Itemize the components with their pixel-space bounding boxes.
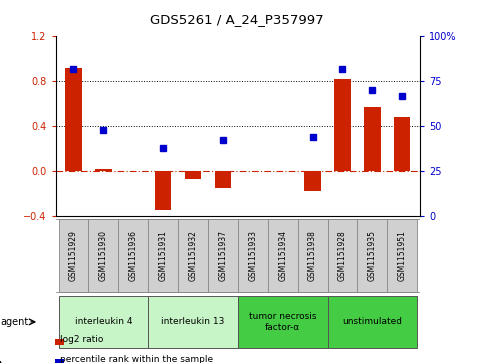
Text: GSM1151935: GSM1151935: [368, 230, 377, 281]
Bar: [65, 68, 82, 171]
Bar: [88, 219, 118, 291]
Text: GSM1151934: GSM1151934: [278, 230, 287, 281]
Text: agent: agent: [0, 317, 28, 327]
Text: unstimulated: unstimulated: [342, 317, 402, 326]
Text: interleukin 4: interleukin 4: [74, 317, 132, 326]
Bar: [357, 219, 387, 291]
Text: interleukin 13: interleukin 13: [161, 317, 225, 326]
Text: GSM1151938: GSM1151938: [308, 230, 317, 281]
Bar: [148, 219, 178, 291]
Text: GSM1151936: GSM1151936: [129, 230, 138, 281]
Bar: [387, 219, 417, 291]
Bar: [95, 169, 112, 171]
Bar: [185, 171, 201, 179]
Bar: [148, 296, 238, 348]
Text: percentile rank within the sample: percentile rank within the sample: [60, 355, 213, 363]
Bar: [298, 219, 327, 291]
Text: tumor necrosis
factor-α: tumor necrosis factor-α: [249, 312, 316, 331]
Bar: [364, 107, 381, 171]
Bar: [327, 219, 357, 291]
Bar: [208, 219, 238, 291]
Text: GSM1151937: GSM1151937: [218, 230, 227, 281]
Bar: [304, 171, 321, 191]
Bar: [268, 219, 298, 291]
Bar: [215, 171, 231, 188]
Bar: [58, 219, 88, 291]
Text: GSM1151931: GSM1151931: [158, 230, 168, 281]
Text: GSM1151930: GSM1151930: [99, 230, 108, 281]
Text: GDS5261 / A_24_P357997: GDS5261 / A_24_P357997: [150, 13, 324, 26]
Text: GSM1151932: GSM1151932: [188, 230, 198, 281]
Text: GSM1151933: GSM1151933: [248, 230, 257, 281]
Bar: [58, 296, 148, 348]
Text: GSM1151928: GSM1151928: [338, 230, 347, 281]
Bar: [334, 79, 351, 171]
Bar: [178, 219, 208, 291]
Bar: [327, 296, 417, 348]
Bar: [238, 219, 268, 291]
Text: log2 ratio: log2 ratio: [60, 335, 104, 343]
Bar: [394, 117, 411, 171]
Text: GSM1151951: GSM1151951: [398, 230, 407, 281]
Bar: [118, 219, 148, 291]
Text: GSM1151929: GSM1151929: [69, 230, 78, 281]
Bar: [155, 171, 171, 210]
Bar: [238, 296, 327, 348]
